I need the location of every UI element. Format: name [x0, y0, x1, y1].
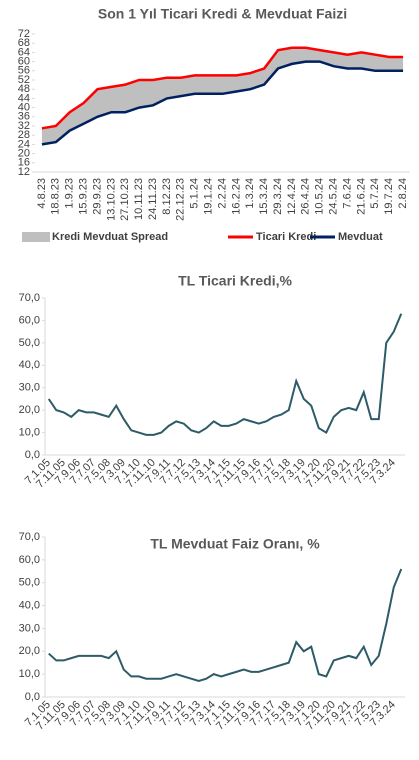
chart-title: TL Ticari Kredi,%: [178, 273, 292, 289]
x-tick-label: 18.8.23: [50, 178, 62, 215]
y-tick-label: 68: [18, 37, 30, 49]
x-tick-label: 4.8.23: [36, 178, 48, 209]
x-tick-label: 24.11.23: [147, 178, 159, 220]
y-tick-label: 50,0: [19, 337, 40, 349]
x-tick-label: 29.3.24: [272, 178, 284, 215]
y-tick-label: 48: [18, 83, 30, 95]
y-tick-label: 44: [18, 92, 30, 104]
x-tick-label: 21.6.24: [355, 178, 367, 215]
x-tick-label: 5.7.24: [369, 178, 381, 209]
y-tick-label: 52: [18, 74, 30, 86]
y-tick-label: 20,0: [19, 404, 40, 416]
x-tick-label: 5.1.24: [189, 178, 201, 209]
y-tick-label: 20,0: [19, 645, 40, 657]
series-line: [41, 46, 404, 130]
y-tick-label: 60,0: [19, 314, 40, 326]
x-tick-label: 16.2.24: [230, 178, 242, 215]
y-tick-label: 32: [18, 120, 30, 132]
y-tick-label: 70,0: [19, 292, 40, 304]
y-tick-label: 0,0: [25, 449, 40, 461]
y-tick-label: 28: [18, 129, 30, 141]
y-tick-label: 16: [18, 157, 30, 169]
series-line: [47, 313, 403, 436]
series-line: [48, 568, 403, 683]
y-tick-label: 10,0: [19, 426, 40, 438]
y-tick-label: 60,0: [19, 554, 40, 566]
x-tick-label: 8.12.23: [161, 178, 173, 215]
y-tick-label: 40: [18, 102, 30, 114]
y-tick-label: 50,0: [19, 577, 40, 589]
x-tick-label: 29.9.23: [91, 178, 103, 215]
x-tick-label: 7.6.24: [341, 178, 353, 209]
y-tick-label: 36: [18, 111, 30, 123]
x-tick-label: 13.10.23: [105, 178, 117, 221]
y-tick-label: 70,0: [19, 531, 40, 543]
legend-label: Kredi Mevduat Spread: [52, 231, 168, 243]
y-tick-label: 10,0: [19, 668, 40, 680]
x-tick-label: 19.1.24: [203, 178, 215, 215]
y-tick-label: 72: [18, 28, 30, 40]
x-tick-label: 1.3.24: [244, 178, 256, 209]
legend-label: Ticari Kredi: [256, 231, 316, 243]
x-tick-label: 12.4.24: [286, 178, 298, 215]
x-tick-label: 10.5.24: [314, 178, 326, 215]
x-tick-label: 2.8.24: [397, 178, 409, 209]
x-tick-label: 22.12.23: [175, 178, 187, 221]
legend-swatch: [22, 232, 50, 242]
y-tick-label: 0,0: [25, 691, 40, 703]
y-tick-label: 24: [18, 138, 30, 150]
y-tick-label: 64: [18, 46, 30, 58]
y-tick-label: 40,0: [19, 359, 40, 371]
x-tick-label: 26.4.24: [300, 178, 312, 215]
legend-label: Mevduat: [338, 231, 383, 243]
x-tick-label: 2.2.24: [216, 178, 228, 209]
x-tick-label: 1.9.23: [64, 178, 76, 209]
y-tick-label: 30,0: [19, 622, 40, 634]
y-tick-label: 20: [18, 148, 30, 160]
spread-area: [41, 47, 404, 145]
y-tick-label: 40,0: [19, 599, 40, 611]
y-tick-label: 60: [18, 56, 30, 68]
chart-title: Son 1 Yıl Ticari Kredi & Mevduat Faizi: [98, 6, 347, 22]
y-tick-label: 12: [18, 166, 30, 178]
x-tick-label: 15.3.24: [258, 178, 270, 215]
x-tick-label: 27.10.23: [119, 178, 131, 221]
x-tick-label: 24.5.24: [328, 178, 340, 215]
x-tick-label: 19.7.24: [383, 178, 395, 215]
y-tick-label: 30,0: [19, 382, 40, 394]
y-tick-label: 56: [18, 65, 30, 77]
x-tick-label: 15.9.23: [78, 178, 90, 215]
series-line: [41, 60, 404, 146]
chart-title: TL Mevduat Faiz Oranı, %: [150, 536, 320, 552]
x-tick-label: 10.11.23: [133, 178, 145, 220]
